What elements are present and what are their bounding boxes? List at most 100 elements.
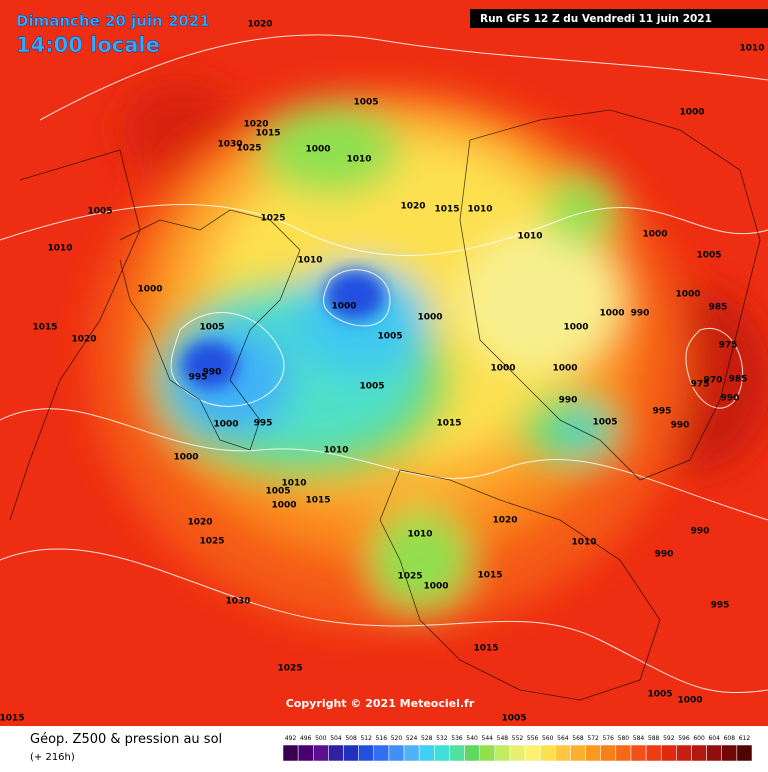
legend-swatch [418, 744, 435, 762]
isobar-label: 1000 [213, 420, 238, 430]
legend-label: 600 [693, 735, 705, 742]
isobar-label: 1020 [400, 202, 425, 212]
isobar-label: 975 [691, 380, 710, 390]
legend-label: 508 [345, 735, 357, 742]
legend-label: 540 [466, 735, 478, 742]
legend-label: 568 [572, 735, 584, 742]
legend-swatch [297, 744, 314, 762]
isobar-label: 1000 [137, 285, 162, 295]
copyright: Copyright © 2021 Meteociel.fr [286, 697, 475, 710]
legend-label: 536 [451, 735, 463, 742]
legend-label: 604 [708, 735, 720, 742]
isobar-label: 985 [729, 375, 748, 385]
isobar-label: 1000 [679, 108, 704, 118]
legend-swatch [373, 744, 390, 762]
isobar-label: 1010 [517, 232, 542, 242]
isobar-label: 1000 [417, 313, 442, 323]
isobar-label: 1020 [492, 516, 517, 526]
legend-label: 584 [633, 735, 645, 742]
isobar-label: 1010 [407, 530, 432, 540]
isobar-label: 990 [559, 396, 578, 406]
legend-label: 524 [406, 735, 418, 742]
legend-swatch [388, 744, 405, 762]
isobar-label: 1005 [647, 690, 672, 700]
isobar-label: 1010 [467, 205, 492, 215]
isobar-label: 1010 [739, 44, 764, 54]
legend-label: 500 [315, 735, 327, 742]
legend-label: 580 [618, 735, 630, 742]
isobar-label: 1010 [281, 479, 306, 489]
legend-label: 588 [648, 735, 660, 742]
isobar-label: 1025 [236, 144, 261, 154]
isobar-label: 1010 [346, 155, 371, 165]
isobar-label: 1000 [271, 501, 296, 511]
isobar-label: 1030 [217, 140, 242, 150]
isobar-label: 1000 [552, 364, 577, 374]
isobar-label: 1000 [490, 364, 515, 374]
isobar-label: 1025 [277, 664, 302, 674]
legend-swatch [570, 744, 586, 762]
legend-label: 596 [678, 735, 690, 742]
legend-swatch [645, 744, 662, 762]
isobar-label: 1010 [323, 446, 348, 456]
legend-swatch [449, 744, 465, 762]
isobar-label: 1015 [0, 714, 25, 724]
legend-swatch [630, 744, 647, 762]
isobar-label: 1020 [247, 20, 272, 30]
legend-swatch [721, 744, 738, 762]
legend-swatch [706, 744, 722, 762]
legend-label: 512 [360, 735, 372, 742]
isobar-label: 995 [653, 407, 672, 417]
isobar-label: 990 [721, 394, 740, 404]
legend-swatch [555, 744, 571, 762]
isobar-label: 1025 [260, 214, 285, 224]
legend-label: 564 [557, 735, 569, 742]
isobar-label: 990 [203, 368, 222, 378]
legend-swatch [358, 744, 375, 762]
isobar-label: 1015 [32, 323, 57, 333]
isobar-label: 1015 [305, 496, 330, 506]
run-box [470, 9, 768, 28]
isobar-label: 1010 [297, 256, 322, 266]
legend-label: 496 [300, 735, 312, 742]
isobar-label: 1030 [225, 597, 250, 607]
isobar-label: 990 [671, 421, 690, 431]
legend-label: 492 [285, 735, 297, 742]
isobar-label: 975 [719, 341, 738, 351]
legend-swatch [660, 744, 677, 762]
legend-label: 572 [587, 735, 599, 742]
legend-label: 544 [482, 735, 494, 742]
legend-swatch [343, 744, 359, 762]
isobar-label: 1005 [592, 418, 617, 428]
isobar-label: 1000 [642, 230, 667, 240]
isobar-label: 1005 [199, 323, 224, 333]
legend-swatch [403, 744, 420, 762]
legend-swatch [464, 744, 480, 762]
legend-label: 532 [436, 735, 448, 742]
legend-swatch [600, 744, 617, 762]
legend-label: 552 [512, 735, 524, 742]
isobar-label: 1015 [436, 419, 461, 429]
legend-label: 548 [497, 735, 509, 742]
isobar-label: 1010 [571, 538, 596, 548]
isobar-label: 1005 [501, 714, 526, 724]
legend-swatch [282, 744, 299, 762]
isobar-label: 1020 [71, 335, 96, 345]
date: Dimanche 20 juin 2021 [16, 12, 210, 30]
legend-label: 504 [330, 735, 342, 742]
legend-swatch [434, 744, 450, 762]
isobar-label: 1015 [477, 571, 502, 581]
legend-label: 528 [421, 735, 433, 742]
legend-swatch [313, 744, 329, 762]
legend-swatch [691, 744, 707, 762]
isobar-label: 1005 [265, 487, 290, 497]
legend-label: 560 [542, 735, 554, 742]
isobar-label: 990 [691, 527, 710, 537]
legend-label: 576 [603, 735, 615, 742]
isobars [0, 34, 768, 693]
legend-swatch [479, 744, 496, 762]
isobar-label: 1005 [359, 382, 384, 392]
legend-label: 516 [376, 735, 388, 742]
isobar-label: 1000 [599, 309, 624, 319]
